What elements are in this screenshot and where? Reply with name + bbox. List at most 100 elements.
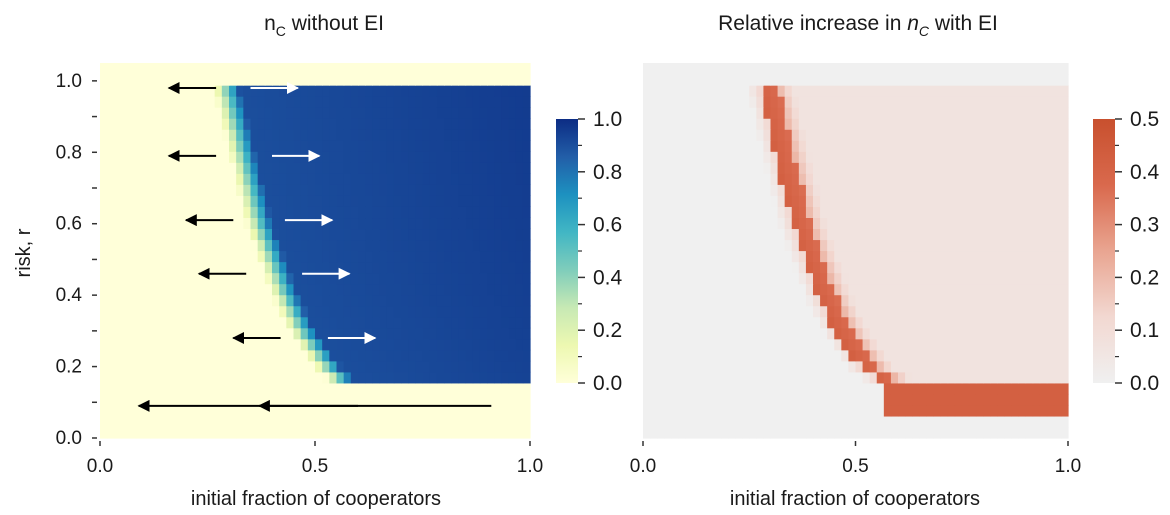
heatmap-cell: [315, 360, 323, 373]
heatmap-cell: [508, 162, 517, 174]
heatmap-cell: [171, 415, 180, 428]
heatmap-cell: [350, 316, 359, 329]
heatmap-cell: [699, 382, 708, 395]
heatmap-cell: [791, 217, 800, 230]
heatmap-cell: [735, 228, 743, 241]
heatmap-cell: [372, 118, 381, 130]
heatmap-cell: [912, 283, 920, 296]
heatmap-cell: [720, 217, 729, 230]
heatmap-cell: [236, 85, 244, 97]
heatmap-cell: [749, 195, 757, 207]
heatmap-cell: [827, 404, 835, 417]
heatmap-cell: [487, 140, 495, 152]
heatmap-cell: [164, 107, 173, 119]
heatmap-cell: [257, 261, 266, 274]
heatmap-cell: [905, 404, 913, 417]
heatmap-cell: [322, 118, 330, 130]
heatmap-cell: [968, 426, 977, 439]
heatmap-cell: [243, 415, 252, 428]
heatmap-cell: [890, 63, 899, 75]
heatmap-cell: [343, 382, 352, 395]
heatmap-cell: [1011, 305, 1020, 318]
heatmap-cell: [777, 228, 786, 241]
heatmap-cell: [279, 316, 287, 329]
heatmap-cell: [883, 107, 892, 119]
heatmap-cell: [827, 349, 835, 362]
heatmap-cell: [784, 294, 793, 307]
heatmap-cell: [954, 63, 963, 75]
heatmap-cell: [143, 96, 151, 108]
heatmap-cell: [157, 316, 166, 329]
heatmap-cell: [983, 283, 991, 296]
heatmap-cell: [926, 404, 935, 417]
right-colorbar: [1093, 119, 1115, 383]
heatmap-cell: [650, 426, 658, 439]
heatmap-cell: [193, 239, 201, 252]
heatmap-cell: [236, 129, 244, 141]
heatmap-cell: [1011, 239, 1020, 252]
heatmap-cell: [515, 96, 524, 108]
heatmap-cell: [706, 195, 715, 207]
heatmap-cell: [458, 239, 467, 252]
heatmap-cell: [458, 151, 467, 163]
heatmap-cell: [827, 360, 835, 373]
heatmap-cell: [200, 184, 209, 196]
heatmap-cell: [286, 217, 295, 230]
heatmap-cell: [650, 250, 658, 263]
heatmap-cell: [350, 327, 359, 340]
heatmap-cell: [678, 239, 687, 252]
x-tick-label: 1.0: [1055, 456, 1081, 477]
heatmap-cell: [422, 151, 431, 163]
heatmap-cell: [798, 140, 807, 152]
heatmap-cell: [336, 118, 345, 130]
heatmap-cell: [827, 426, 835, 439]
heatmap-cell: [983, 217, 991, 230]
heatmap-cell: [465, 206, 474, 219]
x-tick-label: 0.5: [842, 456, 868, 477]
heatmap-cell: [150, 371, 158, 384]
heatmap-cell: [834, 261, 842, 274]
heatmap-cell: [883, 195, 892, 207]
heatmap-cell: [855, 206, 864, 219]
heatmap-cell: [961, 272, 970, 285]
heatmap-cell: [749, 173, 757, 185]
heatmap-cell: [479, 85, 488, 97]
heatmap-cell: [1053, 404, 1062, 417]
heatmap-cell: [372, 349, 381, 362]
heatmap-cell: [257, 283, 266, 296]
heatmap-cell: [193, 250, 201, 263]
heatmap-cell: [135, 228, 144, 241]
heatmap-cell: [940, 305, 949, 318]
heatmap-cell: [386, 283, 395, 296]
heatmap-cell: [171, 206, 180, 219]
heatmap-cell: [791, 85, 800, 97]
heatmap-cell: [186, 261, 194, 274]
heatmap-cell: [820, 96, 828, 108]
heatmap-cell: [742, 63, 750, 75]
heatmap-cell: [436, 184, 445, 196]
heatmap-cell: [855, 316, 864, 329]
heatmap-cell: [657, 107, 665, 119]
heatmap-cell: [272, 74, 280, 86]
heatmap-cell: [1060, 316, 1069, 329]
heatmap-cell: [300, 206, 309, 219]
heatmap-cell: [898, 426, 906, 439]
heatmap-cell: [422, 184, 431, 196]
heatmap-cell: [415, 239, 424, 252]
heatmap-cell: [975, 151, 984, 163]
heatmap-cell: [643, 239, 651, 252]
heatmap-cell: [1011, 85, 1020, 97]
heatmap-cell: [429, 404, 438, 417]
heatmap-cell: [272, 195, 280, 207]
heatmap-cell: [890, 349, 899, 362]
heatmap-cell: [961, 349, 970, 362]
heatmap-cell: [264, 371, 273, 384]
heatmap-cell: [350, 404, 359, 417]
heatmap-cell: [720, 63, 729, 75]
heatmap-cell: [749, 118, 757, 130]
heatmap-cell: [763, 283, 772, 296]
heatmap-cell: [827, 63, 835, 75]
heatmap-cell: [264, 173, 273, 185]
heatmap-cell: [171, 426, 180, 439]
heatmap-cell: [100, 85, 108, 97]
